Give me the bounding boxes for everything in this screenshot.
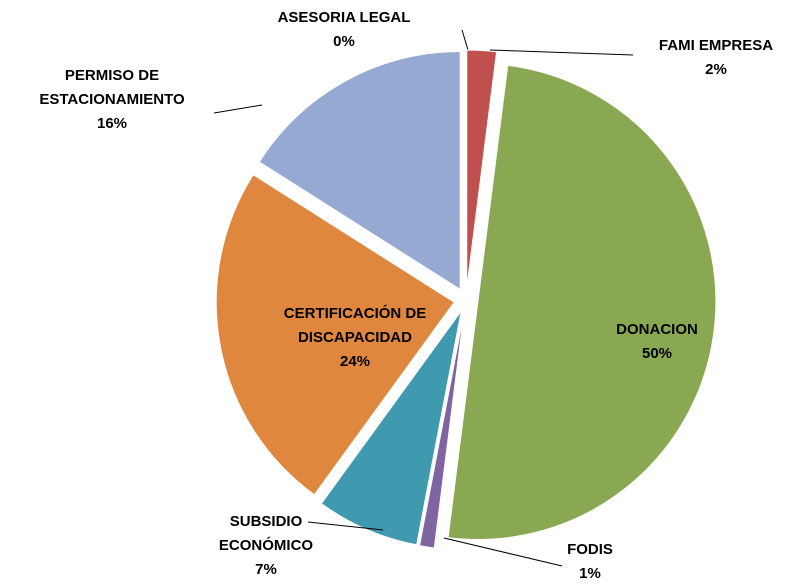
leader-line xyxy=(443,537,563,567)
slice-label: CERTIFICACIÓN DE DISCAPACIDAD 24% xyxy=(255,302,455,374)
percent-label: 24% xyxy=(339,353,371,370)
slice-label: FAMI EMPRESA 2% xyxy=(636,34,796,82)
category-name: PERMISO DE ESTACIONAMIENTO xyxy=(39,67,185,108)
percent-label: 7% xyxy=(255,561,277,578)
slice-label: ASESORIA LEGAL 0% xyxy=(264,6,424,54)
percent-label: 0% xyxy=(333,33,355,50)
category-name: SUBSIDIO ECONÓMICO xyxy=(218,513,314,554)
pie-slice xyxy=(447,64,717,540)
slice-label: SUBSIDIO ECONÓMICO 7% xyxy=(196,510,336,582)
slice-label: DONACION 50% xyxy=(587,318,727,366)
percent-label: 16% xyxy=(96,115,128,132)
category-name: DONACION xyxy=(616,321,698,338)
percent-label: 50% xyxy=(641,345,673,362)
percent-label: 2% xyxy=(705,61,727,78)
pie-slice xyxy=(320,310,462,546)
percent-label: 1% xyxy=(579,565,601,582)
category-name: CERTIFICACIÓN DE DISCAPACIDAD xyxy=(283,305,427,346)
leader-line xyxy=(307,521,384,531)
leader-line xyxy=(489,49,634,56)
pie-slice xyxy=(418,311,465,549)
category-name: ASESORIA LEGAL xyxy=(277,9,411,26)
pie-slice xyxy=(466,49,498,289)
category-name: FAMI EMPRESA xyxy=(658,37,774,54)
slice-label: FODIS 1% xyxy=(550,538,630,584)
leader-line xyxy=(213,104,263,114)
pie-slice xyxy=(215,174,455,496)
category-name: FODIS xyxy=(567,541,613,558)
pie-slice xyxy=(258,50,461,291)
slice-label: PERMISO DE ESTACIONAMIENTO 16% xyxy=(2,64,222,136)
